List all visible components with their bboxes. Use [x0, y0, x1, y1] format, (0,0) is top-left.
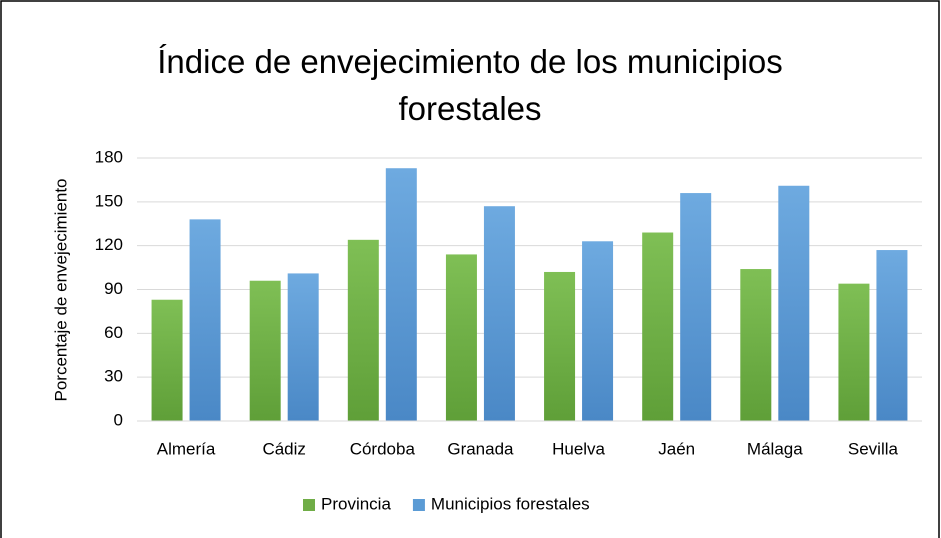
- bar: [642, 232, 674, 421]
- y-tick-label: 30: [104, 367, 123, 386]
- x-tick-label: Sevilla: [848, 439, 899, 458]
- legend-label: Municipios forestales: [431, 494, 590, 513]
- x-tick-label: Málaga: [747, 439, 803, 458]
- bar: [544, 271, 576, 421]
- x-tick-label: Cádiz: [262, 439, 305, 458]
- y-tick-label: 150: [95, 191, 123, 210]
- bar: [249, 280, 281, 421]
- bar: [151, 299, 183, 421]
- chart-title: Índice de envejecimiento de los municipi…: [157, 43, 783, 127]
- bar: [680, 193, 712, 421]
- x-tick-label: Córdoba: [350, 439, 416, 458]
- bar: [582, 241, 614, 421]
- x-tick-label: Granada: [447, 439, 514, 458]
- y-tick-label: 0: [114, 410, 123, 429]
- y-axis-label: Porcentaje de envejecimiento: [51, 178, 70, 401]
- bar: [838, 283, 870, 421]
- bar: [287, 273, 319, 421]
- bar: [189, 219, 221, 421]
- y-tick-label: 120: [95, 235, 123, 254]
- bar: [876, 250, 908, 421]
- x-tick-label: Jaén: [658, 439, 695, 458]
- bar: [740, 269, 772, 421]
- legend-swatch: [303, 499, 315, 511]
- x-tick-label: Huelva: [552, 439, 605, 458]
- y-tick-label: 90: [104, 279, 123, 298]
- bar: [445, 254, 477, 421]
- y-tick-label: 180: [95, 147, 123, 166]
- y-tick-label: 60: [104, 323, 123, 342]
- legend-swatch: [412, 499, 425, 511]
- bar: [483, 206, 515, 421]
- bar: [778, 185, 810, 421]
- x-tick-label: Almería: [157, 439, 216, 458]
- legend-label: Provincia: [321, 494, 391, 513]
- bar: [347, 239, 379, 421]
- bar: [385, 168, 417, 421]
